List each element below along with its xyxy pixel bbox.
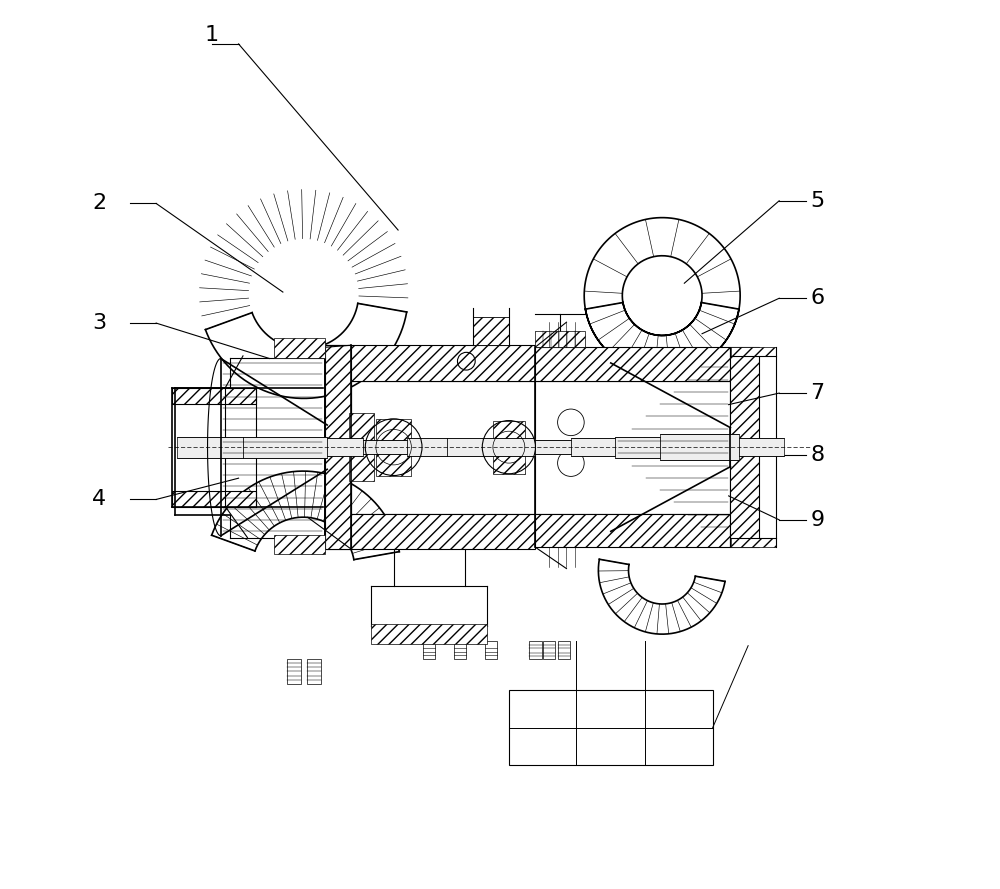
Bar — [454, 641, 466, 659]
Text: 7: 7 — [810, 383, 824, 403]
Bar — [307, 659, 321, 684]
Bar — [407, 438, 447, 456]
Bar — [325, 514, 535, 549]
Bar — [535, 380, 730, 514]
Bar — [363, 440, 407, 454]
Bar — [172, 388, 256, 404]
Text: 2: 2 — [92, 194, 106, 213]
Text: 1: 1 — [205, 25, 219, 45]
Bar — [376, 419, 411, 476]
Bar — [172, 491, 256, 507]
Bar — [371, 624, 487, 644]
Bar — [493, 420, 525, 474]
Text: 9: 9 — [810, 509, 824, 530]
Bar — [243, 436, 327, 458]
Bar — [571, 438, 615, 456]
Bar — [349, 413, 374, 481]
Bar — [558, 641, 570, 659]
Bar — [660, 434, 739, 461]
Bar — [730, 347, 759, 548]
Text: 6: 6 — [810, 288, 824, 308]
Bar — [177, 436, 243, 458]
Bar — [535, 331, 585, 347]
Bar — [325, 345, 535, 380]
Bar — [731, 539, 776, 548]
Bar — [473, 316, 509, 345]
Bar — [274, 338, 325, 357]
Bar — [327, 438, 363, 456]
Bar — [535, 514, 730, 548]
Bar — [447, 438, 535, 456]
Bar — [535, 347, 730, 380]
Bar — [535, 440, 571, 454]
Bar — [529, 641, 542, 659]
Bar — [739, 438, 784, 456]
Bar — [509, 690, 713, 765]
Text: 5: 5 — [810, 191, 824, 211]
Bar — [731, 347, 776, 356]
Text: 3: 3 — [92, 313, 106, 333]
Bar — [287, 659, 301, 684]
Text: 8: 8 — [810, 445, 824, 465]
Bar — [274, 535, 325, 555]
Bar — [543, 641, 555, 659]
Bar — [615, 436, 660, 458]
Bar — [351, 380, 535, 514]
Bar — [325, 345, 351, 549]
Bar — [423, 641, 435, 659]
Text: 4: 4 — [92, 490, 106, 509]
Bar — [485, 641, 497, 659]
